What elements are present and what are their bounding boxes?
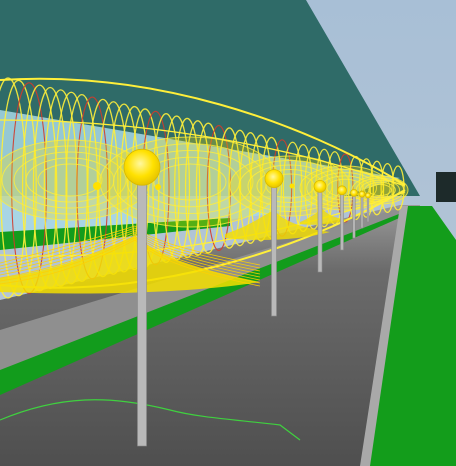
lamp-pole (271, 183, 277, 317)
lamp-glow-dot (155, 184, 161, 190)
street-lamp-icon (337, 185, 347, 196)
street-lamp-icon (123, 148, 161, 186)
beam-lobe-ring (126, 150, 254, 214)
beam-lobe-ring (368, 183, 392, 197)
street-lamps (93, 148, 371, 447)
beam-lobe-ring (364, 181, 396, 199)
beam-lobe-ring (306, 168, 384, 208)
left-grass-strip (0, 212, 406, 395)
beam-envelope-top (0, 77, 406, 186)
ground-contour (0, 399, 301, 441)
pool-contour (0, 233, 261, 278)
pool-contour (0, 227, 261, 269)
beam-ring (11, 82, 47, 294)
street-lamp-icon (264, 169, 284, 189)
pool-contour (0, 229, 261, 272)
beam-ring (0, 77, 27, 299)
beam-ring (174, 117, 201, 259)
lamp-pole (137, 177, 147, 447)
right-grass (370, 206, 456, 466)
road (0, 205, 420, 466)
beam-ring (250, 134, 272, 242)
beam-lobe-ring (326, 178, 364, 198)
beam-ring (0, 79, 37, 297)
beam-lobe-ring (153, 163, 227, 201)
beam-lobe-ring (37, 163, 103, 197)
pool-contour (0, 235, 261, 281)
pool-contour (0, 225, 261, 266)
street-lamp-icon (350, 188, 358, 197)
beam-lobe (0, 140, 150, 220)
beam-lobe-ring (13, 151, 127, 209)
pool-contour (0, 239, 261, 287)
street-lamp-icon (313, 179, 327, 193)
lamp-pole (360, 195, 364, 229)
lamp-pole (340, 192, 344, 251)
lamp-glow-dot (93, 182, 101, 190)
beam-lobe-ring (313, 172, 377, 204)
light-pool (300, 208, 348, 225)
pool-contour (0, 237, 261, 284)
light-pool (0, 236, 260, 294)
beam-envelope-mid (0, 191, 406, 257)
street-lamp-icon (365, 192, 371, 199)
beam-ring (358, 158, 375, 218)
light-pool (225, 210, 330, 240)
street-lamp-icon (358, 190, 366, 198)
beam-ring (184, 120, 211, 256)
beam-lobe-ring (247, 164, 333, 208)
lamp-glow-dot (289, 183, 295, 189)
lamp-pole (352, 194, 356, 239)
beam-lobe-ring (359, 179, 401, 201)
lamp-pole (366, 196, 370, 223)
pool-contour (0, 231, 261, 275)
distant-building (436, 172, 456, 202)
lamp-pole (317, 189, 323, 273)
beam-lobe-ring (229, 155, 351, 217)
beam-envelope-mid (0, 119, 406, 187)
light-pools (0, 208, 348, 294)
beam-ring (195, 122, 221, 254)
beam-ring (380, 162, 395, 214)
